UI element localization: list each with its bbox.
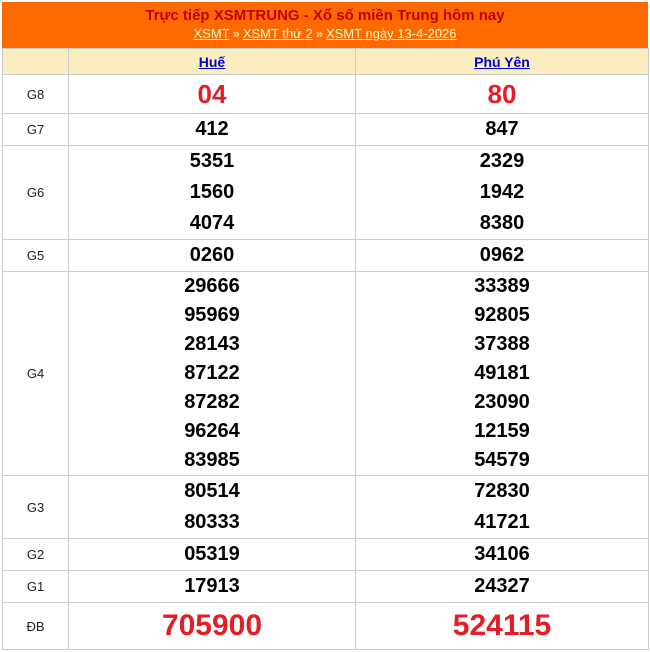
prize-number: 12159: [474, 420, 530, 442]
prize-number: 49181: [474, 362, 530, 384]
prize-label: G7: [2, 113, 69, 146]
table-row-g6: G6 5351 1560 4074 2329 1942 8380: [2, 145, 649, 240]
table-row-g5: G5 0260 0962: [2, 239, 649, 272]
prize-number: 17913: [184, 575, 240, 597]
prize-number: 847: [485, 118, 519, 140]
breadcrumb-separator: »: [315, 26, 323, 41]
table-row-g3: G3 80514 80333 72830 41721: [2, 475, 649, 539]
table-row-db: ĐB 705900 524115: [2, 602, 649, 650]
prize-number: 28143: [184, 333, 240, 355]
table-row-g8: G8 04 80: [2, 74, 649, 114]
prize-label: G2: [2, 538, 69, 571]
lottery-results-table: Huế Phú Yên G8 04 80 G7 412 847 G6 5351 …: [2, 48, 649, 650]
prize-number: 54579: [474, 449, 530, 471]
prize-number: 72830: [474, 480, 530, 502]
masthead: Trực tiếp XSMTRUNG - Xổ số miền Trung hô…: [2, 2, 648, 48]
column-header-hue: Huế: [68, 48, 356, 75]
prize-label: ĐB: [2, 602, 69, 650]
breadcrumb-link-xsmt-thu-2[interactable]: XSMT thứ 2: [242, 26, 313, 41]
column-header-row: Huế Phú Yên: [2, 48, 649, 75]
breadcrumb-link-xsmt-date[interactable]: XSMT ngày 13-4-2026: [325, 26, 457, 41]
column-header-empty: [2, 48, 69, 75]
prize-number: 04: [197, 79, 227, 109]
prize-number: 92805: [474, 304, 530, 326]
prize-number: 41721: [474, 511, 530, 533]
prize-number: 87122: [184, 362, 240, 384]
prize-number: 29666: [184, 275, 240, 297]
table-row-g4: G4 29666 95969 28143 87122 87282 96264 8…: [2, 271, 649, 476]
prize-label: G6: [2, 145, 69, 240]
province-link-phu-yen[interactable]: Phú Yên: [474, 53, 530, 70]
prize-number: 8380: [479, 212, 525, 234]
prize-number: 1560: [189, 181, 235, 203]
prize-number: 80333: [184, 511, 240, 533]
prize-label: G3: [2, 475, 69, 539]
prize-number: 0962: [479, 244, 525, 266]
breadcrumb: XSMT» XSMT thứ 2» XSMT ngày 13-4-2026: [2, 25, 648, 42]
prize-number: 87282: [184, 391, 240, 413]
prize-number: 2329: [479, 150, 525, 172]
prize-number: 1942: [479, 181, 525, 203]
prize-number: 705900: [161, 609, 263, 642]
prize-number: 96264: [184, 420, 240, 442]
table-row-g2: G2 05319 34106: [2, 538, 649, 571]
breadcrumb-separator: »: [232, 26, 240, 41]
prize-number: 23090: [474, 391, 530, 413]
prize-number: 34106: [474, 543, 530, 565]
prize-number: 80: [487, 79, 517, 109]
prize-label: G8: [2, 74, 69, 114]
table-row-g7: G7 412 847: [2, 113, 649, 146]
prize-label: G1: [2, 570, 69, 603]
prize-number: 524115: [452, 609, 552, 642]
prize-number: 33389: [474, 275, 530, 297]
breadcrumb-link-xsmt[interactable]: XSMT: [193, 26, 230, 41]
prize-number: 05319: [184, 543, 240, 565]
prize-number: 83985: [184, 449, 240, 471]
prize-number: 412: [195, 118, 229, 140]
prize-number: 95969: [184, 304, 240, 326]
prize-number: 0260: [189, 244, 235, 266]
prize-label: G4: [2, 271, 69, 476]
prize-number: 37388: [474, 333, 530, 355]
prize-label: G5: [2, 239, 69, 272]
province-link-hue[interactable]: Huế: [198, 53, 226, 70]
column-header-phu-yen: Phú Yên: [355, 48, 649, 75]
prize-number: 5351: [189, 150, 235, 172]
table-row-g1: G1 17913 24327: [2, 570, 649, 603]
prize-number: 80514: [184, 480, 240, 502]
page-title: Trực tiếp XSMTRUNG - Xổ số miền Trung hô…: [145, 7, 505, 24]
prize-number: 4074: [189, 212, 235, 234]
prize-number: 24327: [474, 575, 530, 597]
